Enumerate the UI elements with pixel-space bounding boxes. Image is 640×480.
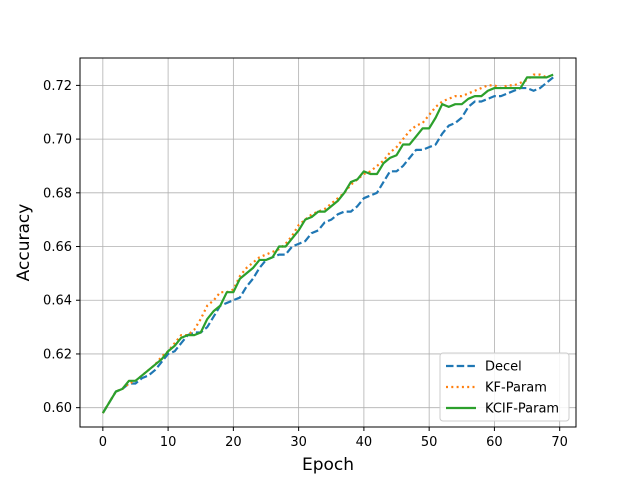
legend-label: Decel — [485, 360, 522, 375]
x-tick-label: 50 — [421, 435, 438, 450]
legend-label: KF-Param — [485, 381, 547, 396]
x-tick-label: 30 — [290, 435, 307, 450]
y-tick-label: 0.64 — [43, 294, 72, 309]
x-tick-label: 0 — [99, 435, 107, 450]
legend-label: KCIF-Param — [485, 402, 559, 417]
x-tick-label: 10 — [160, 435, 177, 450]
y-tick-label: 0.60 — [43, 401, 72, 416]
y-axis-ticks: 0.60 0.62 0.64 0.66 0.68 0.70 0.72 — [43, 79, 80, 416]
plot-frame — [79, 57, 577, 428]
x-tick-label: 70 — [551, 435, 568, 450]
series-line-kcif-param — [101, 73, 554, 414]
series-line-kf-param — [101, 73, 554, 414]
x-axis-label: Epoch — [302, 455, 354, 475]
series-lines — [101, 73, 554, 414]
x-tick-label: 60 — [486, 435, 503, 450]
y-axis-label: Accuracy — [14, 204, 34, 282]
y-tick-label: 0.66 — [43, 240, 72, 255]
y-tick-label: 0.68 — [43, 186, 72, 201]
y-tick-label: 0.70 — [43, 133, 72, 148]
y-tick-label: 0.62 — [43, 347, 72, 362]
y-tick-label: 0.72 — [43, 79, 72, 94]
legend-box — [439, 352, 570, 422]
legend: Decel KF-Param KCIF-Param — [439, 352, 570, 422]
x-axis-ticks: 0 10 20 30 40 50 60 70 — [99, 427, 568, 450]
x-tick-label: 40 — [356, 435, 373, 450]
series-line-decel — [101, 76, 554, 414]
x-tick-label: 20 — [225, 435, 242, 450]
